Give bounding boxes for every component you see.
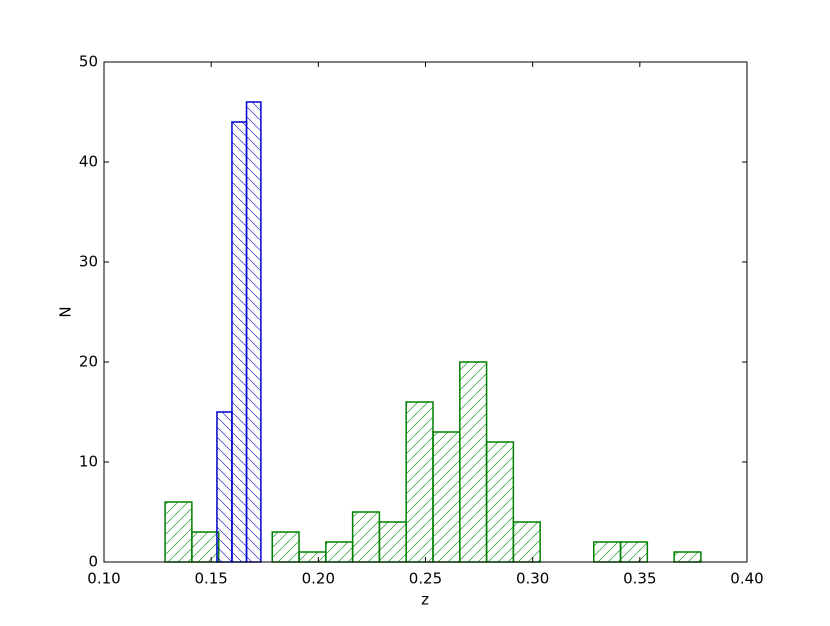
histogram-bar [485, 441, 515, 563]
histogram-bar [191, 531, 220, 563]
x-tick-label: 0.25 [409, 570, 442, 588]
y-tick-label: 50 [79, 53, 98, 71]
histogram-bar [378, 521, 407, 563]
histogram-bar [298, 551, 327, 563]
histogram-bar [459, 361, 488, 563]
y-tick-label: 20 [79, 353, 98, 371]
histogram-bar [216, 411, 233, 563]
histogram-bar [432, 431, 461, 563]
histogram-bar [673, 551, 702, 563]
x-axis-label: z [421, 591, 429, 609]
x-tick-label: 0.30 [516, 570, 549, 588]
histogram-bar [231, 121, 248, 563]
x-tick-label: 0.20 [302, 570, 335, 588]
histogram-bar [271, 531, 300, 563]
y-tick-label: 40 [79, 153, 98, 171]
histogram-bar [351, 511, 381, 563]
y-axis-label: N [57, 306, 75, 317]
x-tick-label: 0.15 [194, 570, 227, 588]
y-tick-label: 10 [79, 453, 98, 471]
histogram-bar [593, 541, 622, 563]
histogram-bar [512, 521, 541, 563]
x-tick-label: 0.35 [623, 570, 656, 588]
y-tick-label: 0 [88, 553, 98, 571]
x-tick-label: 0.10 [87, 570, 120, 588]
histogram-bar [619, 541, 649, 563]
histogram-bar [405, 401, 434, 563]
x-tick-label: 0.40 [730, 570, 763, 588]
histogram-bar [325, 541, 354, 563]
histogram-bar [164, 501, 193, 563]
y-tick-label: 30 [79, 253, 98, 271]
histogram-bar [245, 101, 262, 563]
